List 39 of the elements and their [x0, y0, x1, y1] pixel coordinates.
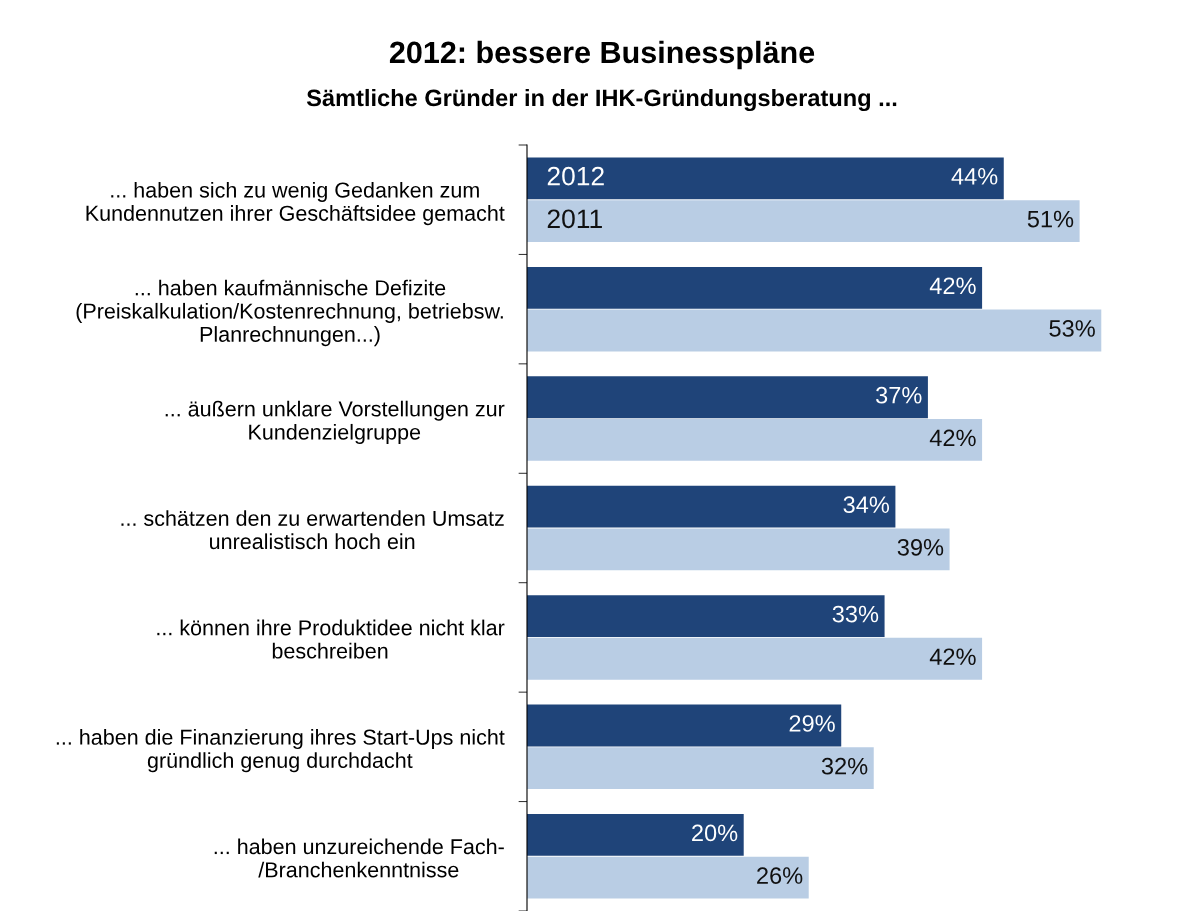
data-label: 37%	[876, 386, 922, 404]
y-tick-label: ... haben unzureichende Fach- /Branchenkenntnisse	[214, 838, 504, 878]
bar	[527, 856, 809, 899]
bar	[527, 376, 928, 419]
series-label: 2012	[547, 166, 604, 186]
bar	[527, 637, 983, 680]
bar	[527, 528, 950, 571]
data-label: 33%	[832, 605, 879, 623]
y-tick-label: ... schätzen den zu erwartenden Umsatz unrealistisch hoch ein	[121, 510, 504, 550]
y-tick-label: ... äußern unklare Vorstellungen zur Kundenzielgruppe	[165, 400, 505, 444]
series-label: 2011	[547, 209, 602, 229]
bar	[527, 814, 744, 856]
bar	[527, 747, 874, 790]
data-label: 32%	[821, 757, 868, 775]
data-label: 53%	[1049, 320, 1095, 337]
chart-subtitle: Sämtliche Gründer in der IHK-Gründungsberatung ...	[306, 88, 897, 112]
data-label: 34%	[843, 496, 890, 513]
y-tick-label: ... haben sich zu wenig Gedanken zum Kundennutzen ihrer Geschäftsidee gemacht	[86, 181, 505, 226]
data-label: 29%	[789, 715, 835, 732]
bar	[527, 157, 1004, 200]
data-label: 42%	[929, 429, 976, 447]
bar	[527, 485, 896, 528]
chart-title: 2012: bessere Businesspläne	[389, 40, 815, 70]
data-label: 42%	[929, 648, 976, 666]
bar	[527, 595, 885, 637]
data-label: 44%	[951, 168, 998, 185]
bar	[527, 704, 842, 747]
data-label: 26%	[757, 867, 803, 884]
data-label: 42%	[929, 277, 976, 295]
data-label: 39%	[897, 538, 944, 556]
data-label: 51%	[1027, 210, 1074, 228]
bar	[527, 200, 1080, 242]
bar	[527, 419, 983, 461]
y-tick-label: ... haben kaufmännische Defizite (Preiskalkulation/Kostenrechnung, betriebsw. Planrechnungen...)	[76, 279, 503, 347]
bar	[527, 266, 983, 309]
data-label: 20%	[692, 824, 738, 842]
y-tick-label: ... können ihre Produktidee nicht klar beschreiben	[157, 619, 505, 659]
y-tick-label: ... haben die Finanzierung ihres Start-Ups nicht gründlich genug durchdacht	[56, 729, 505, 773]
bar	[527, 309, 1102, 352]
